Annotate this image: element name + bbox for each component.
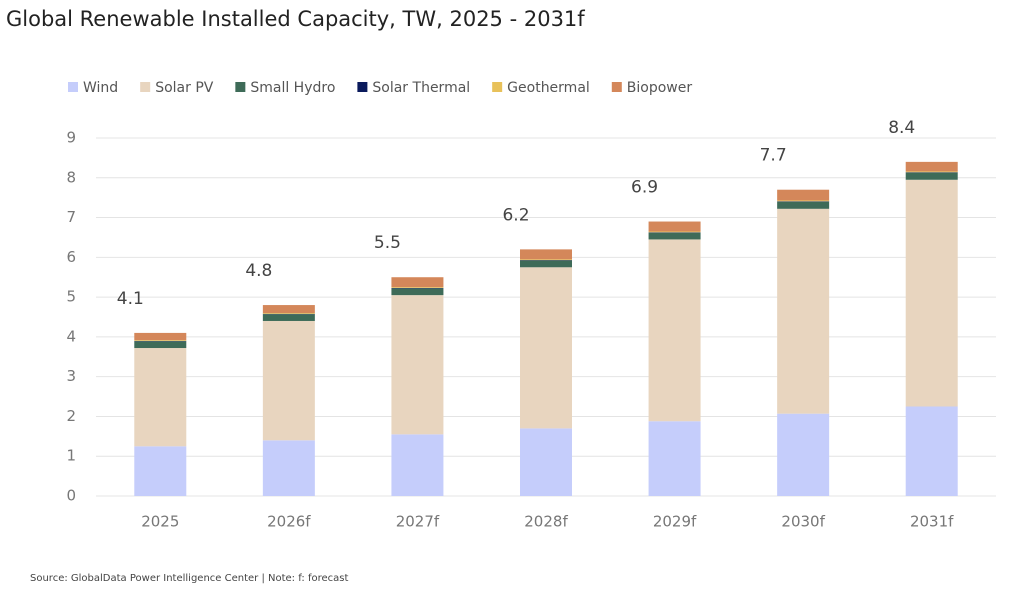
bar-segment (520, 428, 572, 496)
bar-segment (649, 421, 701, 496)
y-tick-label: 1 (66, 447, 76, 465)
total-label: 4.8 (245, 261, 272, 281)
y-tick-label: 6 (66, 248, 76, 266)
legend-swatch (68, 82, 78, 92)
x-tick-label: 2025 (141, 513, 179, 531)
bar-segment (520, 249, 572, 259)
bar-segment (134, 446, 186, 496)
legend-swatch (140, 82, 150, 92)
x-tick-label: 2030f (781, 513, 825, 531)
bar-segment (520, 259, 572, 260)
total-label: 6.2 (502, 205, 529, 225)
bar-segment (263, 440, 315, 496)
y-tick-label: 9 (66, 129, 76, 147)
bar-segment (134, 333, 186, 340)
source-note: Source: GlobalData Power Intelligence Ce… (30, 573, 348, 584)
x-tick-label: 2028f (524, 513, 568, 531)
bar-segment (649, 239, 701, 421)
total-label: 8.4 (888, 118, 915, 138)
bar-segment (777, 190, 829, 201)
bar-segment (520, 261, 572, 268)
legend-label: Biopower (627, 80, 693, 96)
bar-segment (391, 287, 443, 288)
bar-segment (134, 340, 186, 341)
bar-segment (777, 209, 829, 414)
total-label: 5.5 (374, 233, 401, 253)
x-tick-label: 2027f (396, 513, 440, 531)
y-tick-label: 7 (66, 208, 76, 226)
y-tick-label: 3 (66, 367, 76, 385)
legend-label: Solar PV (155, 80, 214, 96)
bar-segment (134, 348, 186, 446)
bar-segment (391, 277, 443, 287)
bar-segment (777, 414, 829, 496)
total-label: 7.7 (760, 146, 787, 166)
bar-segment (906, 173, 958, 180)
bar-segment (263, 313, 315, 314)
bar-segment (263, 305, 315, 313)
bar-segment (906, 407, 958, 497)
legend-label: Wind (83, 80, 118, 96)
bar-segment (520, 267, 572, 428)
y-tick-label: 0 (66, 487, 76, 505)
legend-label: Small Hydro (250, 80, 335, 96)
x-tick-label: 2029f (653, 513, 697, 531)
bar-segment (777, 200, 829, 201)
legend-swatch (612, 82, 622, 92)
bar-segment (906, 171, 958, 172)
bar-segment (649, 233, 701, 240)
x-tick-label: 2031f (910, 513, 954, 531)
total-label: 4.1 (117, 289, 144, 309)
bar-segment (777, 202, 829, 209)
bar-segment (391, 295, 443, 434)
y-tick-label: 5 (66, 288, 76, 306)
chart-title: Global Renewable Installed Capacity, TW,… (6, 7, 585, 31)
bar-segment (134, 341, 186, 348)
legend-swatch (235, 82, 245, 92)
y-tick-label: 4 (66, 327, 76, 345)
bar-segment (391, 434, 443, 496)
y-tick-label: 8 (66, 168, 76, 186)
x-tick-label: 2026f (267, 513, 311, 531)
bar-segment (906, 162, 958, 172)
legend-swatch (357, 82, 367, 92)
legend-label: Geothermal (507, 80, 590, 96)
bar-segment (906, 180, 958, 407)
legend-label: Solar Thermal (372, 80, 470, 96)
total-label: 6.9 (631, 178, 658, 198)
bar-segment (649, 231, 701, 232)
bar-segment (649, 222, 701, 232)
y-tick-label: 2 (66, 407, 76, 425)
bar-segment (263, 314, 315, 321)
legend-swatch (492, 82, 502, 92)
bar-segment (263, 321, 315, 440)
bar-segment (391, 288, 443, 295)
